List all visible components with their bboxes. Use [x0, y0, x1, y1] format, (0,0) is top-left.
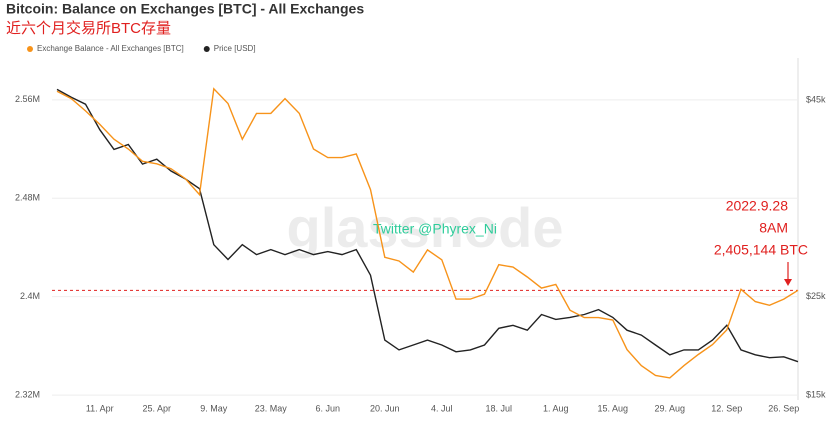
x-tick-label: 1. Aug — [543, 403, 569, 413]
annotation: 8AM — [759, 220, 788, 236]
y2-tick-label: $45k — [806, 95, 826, 105]
legend-label: Exchange Balance - All Exchanges [BTC] — [37, 44, 184, 53]
annotation: 2,405,144 BTC — [714, 242, 808, 258]
series-line — [56, 87, 799, 379]
x-tick-label: 9. May — [200, 403, 228, 413]
arrow-head — [784, 279, 792, 286]
x-tick-label: 25. Apr — [142, 403, 171, 413]
x-tick-label: 15. Aug — [597, 403, 628, 413]
x-tick-label: 6. Jun — [315, 403, 340, 413]
annotation: 2022.9.28 — [726, 198, 788, 214]
x-tick-label: 20. Jun — [370, 403, 400, 413]
y2-tick-label: $15k — [806, 389, 826, 399]
x-tick-label: 26. Sep — [768, 403, 799, 413]
chart-subtitle: 近六个月交易所BTC存量 — [6, 19, 171, 37]
y-tick-label: 2.4M — [20, 291, 40, 301]
annotation: Twitter @Phyrex_Ni — [373, 221, 497, 237]
x-tick-label: 29. Aug — [654, 403, 685, 413]
watermark: glassnode — [287, 196, 564, 259]
chart-title: Bitcoin: Balance on Exchanges [BTC] - Al… — [6, 1, 364, 17]
y-tick-label: 2.48M — [15, 193, 40, 203]
y-tick-label: 2.32M — [15, 389, 40, 399]
y-tick-label: 2.56M — [15, 94, 40, 104]
x-tick-label: 4. Jul — [431, 403, 453, 413]
x-tick-label: 18. Jul — [485, 403, 512, 413]
x-tick-label: 11. Apr — [86, 403, 114, 413]
legend-marker — [27, 46, 33, 52]
legend-marker — [203, 46, 210, 52]
x-tick-label: 23. May — [255, 403, 288, 413]
series-line — [56, 88, 799, 363]
y2-tick-label: $25k — [806, 291, 826, 301]
x-tick-label: 12. Sep — [711, 403, 742, 413]
legend-label: Price [USD] — [214, 44, 256, 53]
